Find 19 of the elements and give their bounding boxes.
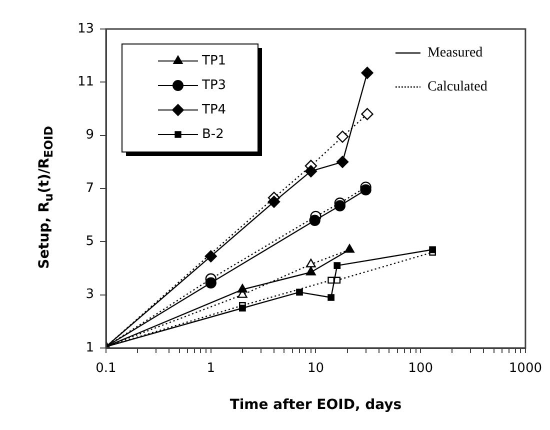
x-tick-label: 10 — [307, 361, 324, 376]
x-axis-title: Time after EOID, days — [230, 397, 402, 414]
annotation: Measured — [427, 46, 483, 61]
legend-label: TP1 — [201, 53, 226, 68]
legend-label: B-2 — [202, 126, 224, 142]
y-tick-label: 5 — [86, 234, 94, 250]
y-tick-label: 9 — [86, 128, 94, 143]
x-tick-label: 0.1 — [96, 361, 116, 376]
x-tick-label: 100 — [408, 361, 434, 376]
annotation: Calculated — [427, 80, 488, 95]
y-tick-label: 11 — [77, 74, 94, 90]
x-tick-label: 1 — [206, 361, 216, 376]
y-tick-label: 1 — [86, 340, 94, 356]
legend-label: TP4 — [201, 102, 226, 118]
x-tick-label: 1000 — [508, 361, 542, 376]
legend-label: TP3 — [201, 78, 226, 93]
y-tick-label: 13 — [77, 21, 94, 36]
y-tick-label: 7 — [86, 180, 94, 196]
y-tick-label: 3 — [86, 287, 94, 302]
